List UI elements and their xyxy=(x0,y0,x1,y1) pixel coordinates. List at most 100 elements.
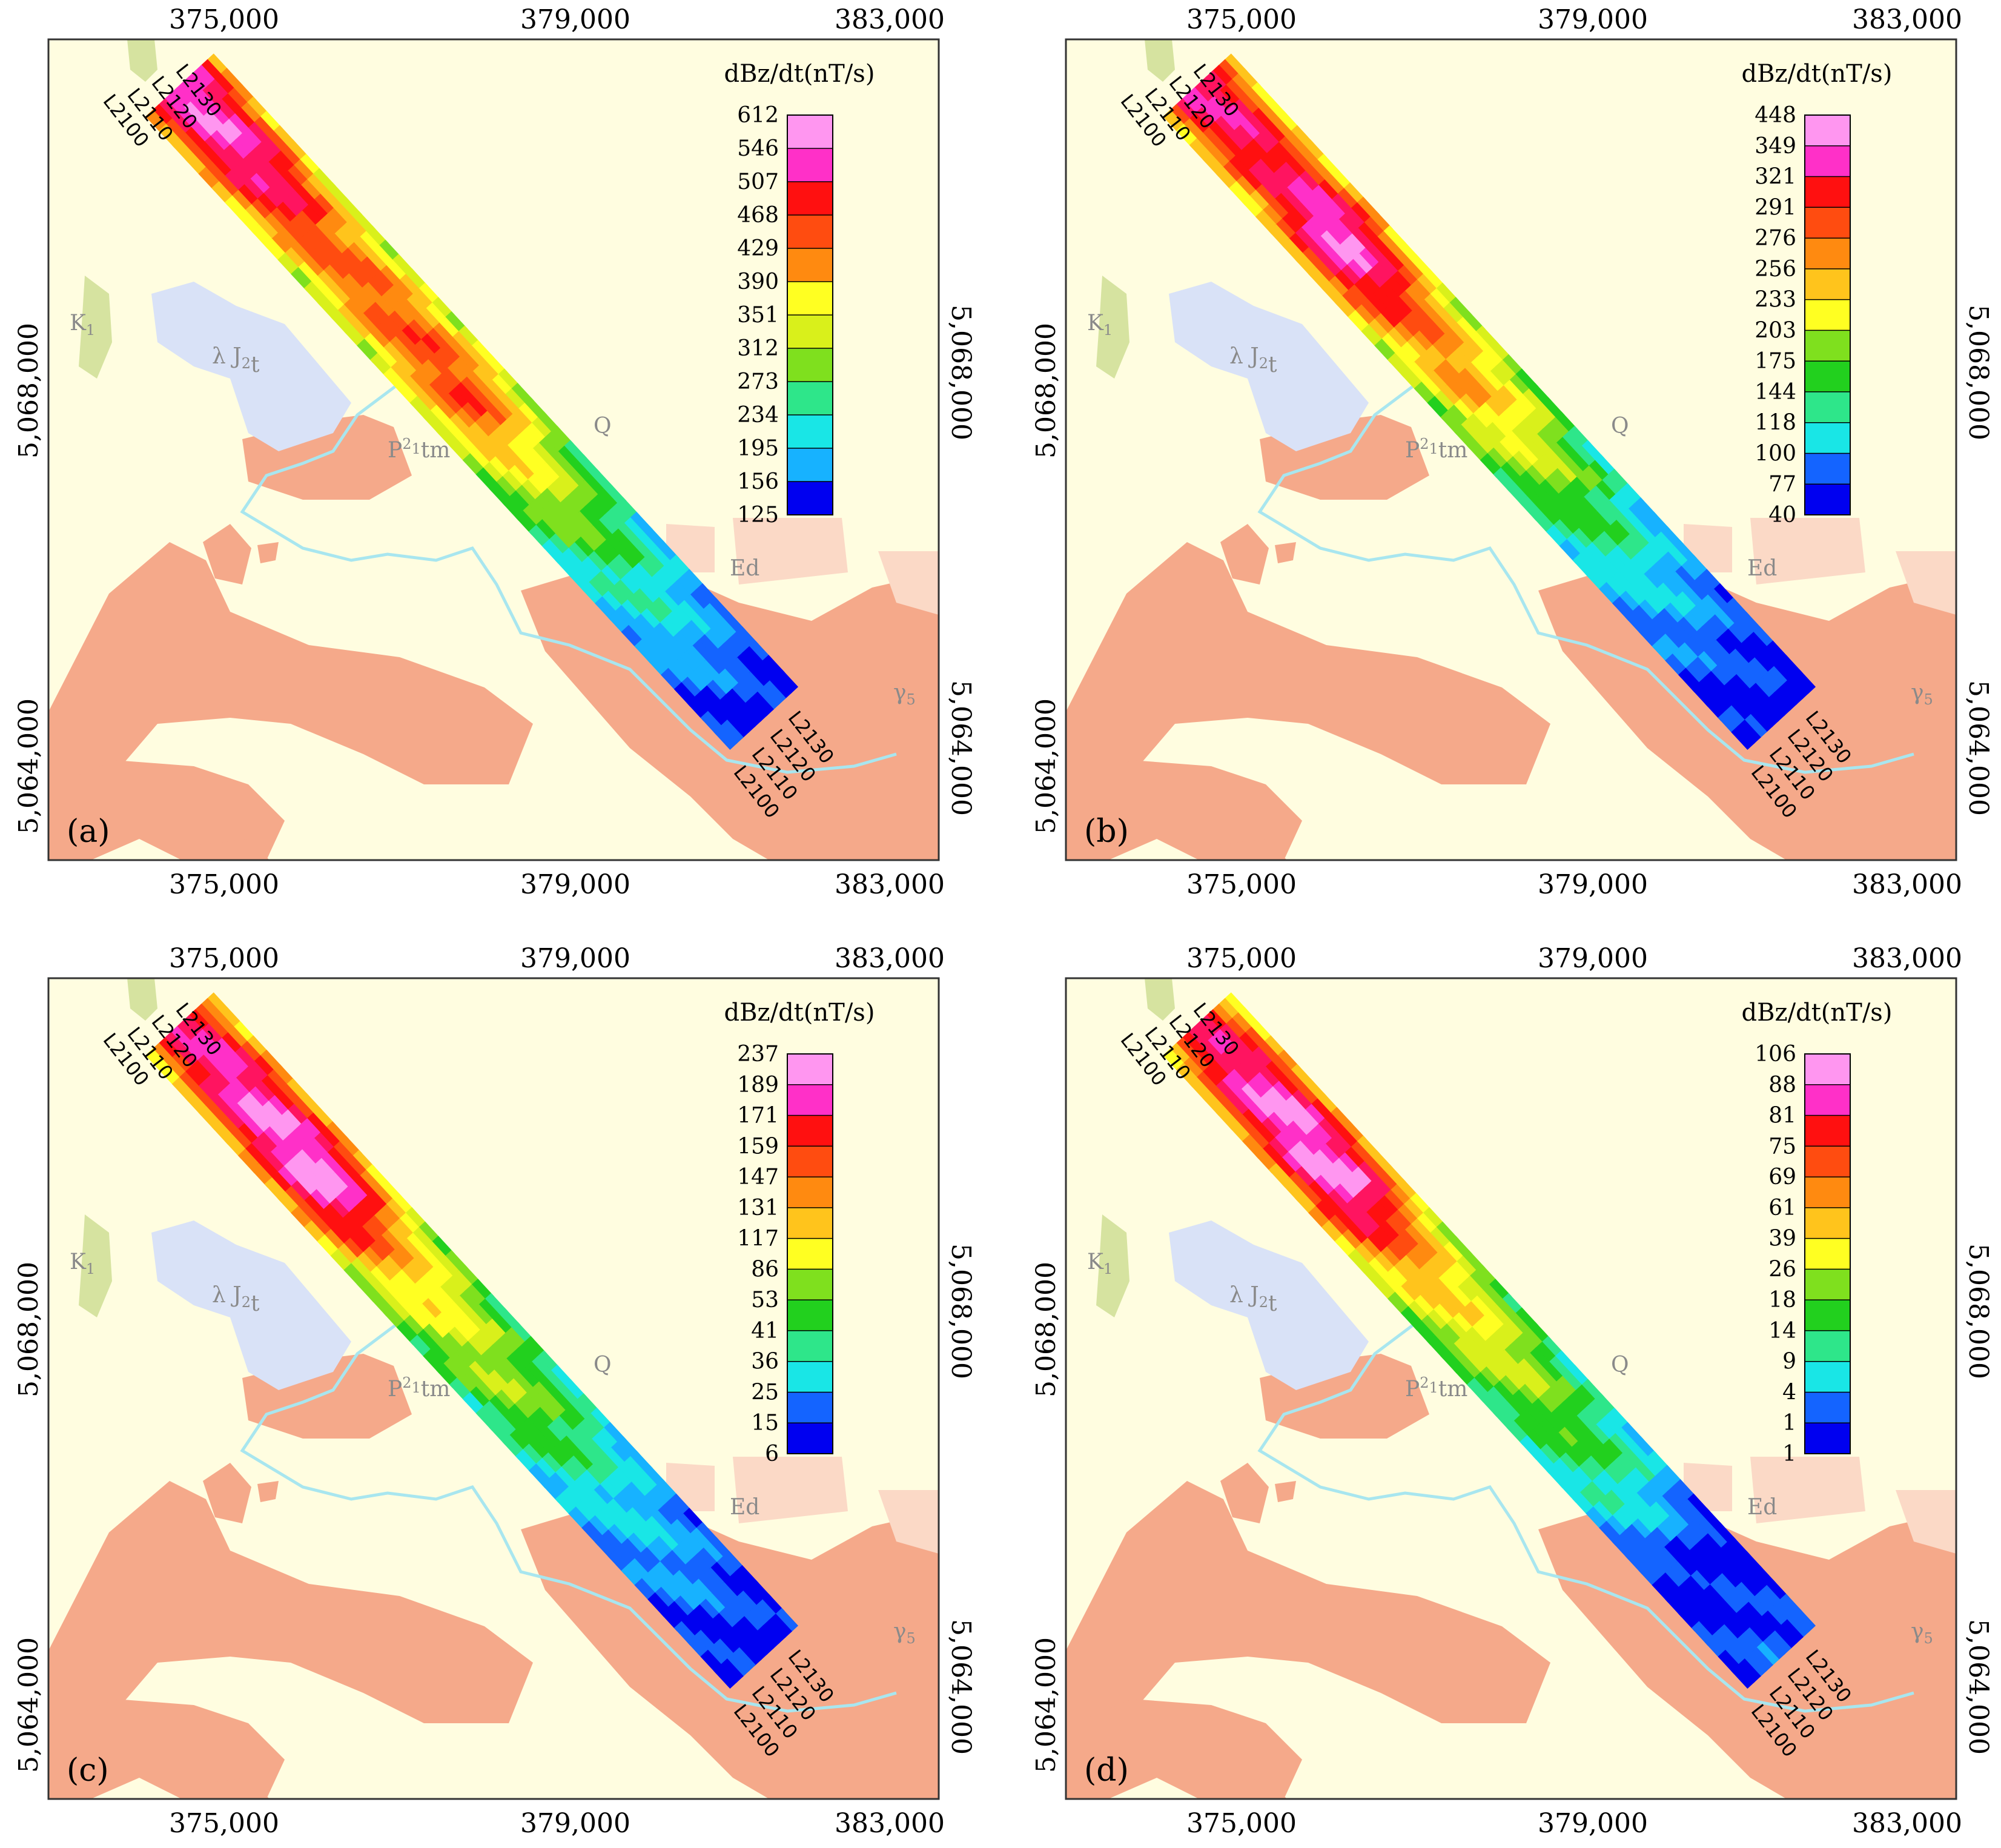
x-tick-bottom: 379,000 xyxy=(1538,1808,1648,1839)
map-panel-a: K1 λ J2t P21tm Q Ed γ5 L2100 L2100 L2110 L2110 L21… xyxy=(0,0,981,900)
anomaly-cell xyxy=(1791,669,1816,694)
colorbar-swatch xyxy=(1805,484,1850,515)
anomaly-cell xyxy=(744,697,768,722)
river-line xyxy=(1257,1316,1914,1713)
x-tick-top: 375,000 xyxy=(1186,943,1297,974)
anomaly-cell xyxy=(1767,691,1791,717)
colorbar-title: dBz/dt(nT/s) xyxy=(724,999,875,1027)
anomaly-cell xyxy=(713,725,738,750)
anomaly-cell xyxy=(1737,719,1761,744)
colorbar-tick: 1 xyxy=(1782,1411,1796,1436)
colorbar-swatch xyxy=(787,382,833,416)
colorbar-tick: 171 xyxy=(737,1104,779,1128)
colorbar-swatch xyxy=(1805,330,1850,362)
q-label: Q xyxy=(594,414,612,439)
anomaly-cell xyxy=(1791,1608,1816,1633)
anomaly-cell xyxy=(738,1641,762,1667)
granite-blob-2 xyxy=(203,524,251,585)
anomaly-cell xyxy=(1731,725,1755,750)
map-panel-b: K1 λ J2t P21tm Q Ed γ5 L2100 L2100 L2110 L2110 L21… xyxy=(1017,0,1999,900)
colorbar-tick: 273 xyxy=(737,369,779,394)
ed-patch-2 xyxy=(1750,1457,1865,1523)
colorbar-tick: 41 xyxy=(751,1319,779,1343)
axes: 375,000 375,000 379,000 379,000 383,000 383,0… xyxy=(13,4,976,900)
k1-corner xyxy=(127,39,157,82)
colorbar-swatch xyxy=(1805,1269,1850,1300)
k1-corner xyxy=(1145,978,1175,1021)
y-tick-right: 5,068,000 xyxy=(945,305,976,440)
colorbar-tick: 448 xyxy=(1755,103,1796,128)
y-tick-right: 5,064,000 xyxy=(1963,680,1994,816)
map-frame xyxy=(47,38,940,861)
x-tick-bottom: 375,000 xyxy=(1186,1808,1297,1839)
ed-patch-3 xyxy=(878,1490,939,1554)
granite-blob-1 xyxy=(1217,1778,1287,1799)
anomaly-cell xyxy=(1737,1658,1761,1683)
panel-label: (c) xyxy=(67,1752,109,1789)
colorbar-swatch xyxy=(1805,1054,1850,1085)
colorbar-tick: 100 xyxy=(1755,441,1796,466)
colorbar-swatch xyxy=(1805,1207,1850,1239)
anomaly-cell xyxy=(774,1608,799,1633)
colorbar-swatch xyxy=(1805,1115,1850,1147)
anomaly-strip xyxy=(145,53,799,750)
ed-label: Ed xyxy=(1747,556,1777,581)
anomaly-cell xyxy=(1785,674,1810,700)
anomaly-cell xyxy=(1779,1619,1804,1644)
map-frame xyxy=(1065,38,1957,861)
granite-blob-1 xyxy=(200,839,270,860)
q-label: Q xyxy=(1611,414,1629,439)
colorbar-swatch xyxy=(787,1146,833,1177)
g5-label: γ5 xyxy=(893,1619,916,1647)
map-panel-c: K1 λ J2t P21tm Q Ed γ5 L2100 L2100 L2110 L2110 L21… xyxy=(0,939,981,1839)
k1-unit xyxy=(1096,276,1129,379)
colorbar-tick: 86 xyxy=(751,1257,779,1282)
k1-unit xyxy=(1096,1214,1129,1317)
x-tick-bottom: 383,000 xyxy=(1852,1808,1962,1839)
colorbar-swatch xyxy=(787,415,833,449)
q-label: Q xyxy=(594,1353,612,1377)
anomaly-cell xyxy=(762,680,786,706)
colorbar-tick: 77 xyxy=(1768,472,1796,497)
colorbar-tick: 291 xyxy=(1755,195,1796,220)
granite-blob-1 xyxy=(200,1778,270,1799)
y-tick-left: 5,064,000 xyxy=(1031,698,1062,834)
anomaly-cell xyxy=(1761,697,1785,722)
colorbar-tick: 351 xyxy=(737,303,779,328)
colorbar-tick: 39 xyxy=(1768,1227,1796,1251)
colorbar-tick: 118 xyxy=(1755,411,1796,436)
colorbar-swatch xyxy=(787,348,833,382)
granite-blob-3 xyxy=(257,1481,279,1502)
k1-label: K1 xyxy=(70,1250,95,1277)
k1-unit xyxy=(79,1214,112,1317)
colorbar-swatch xyxy=(787,1207,833,1239)
colorbar-tick: 159 xyxy=(737,1134,779,1159)
colorbar-tick: 125 xyxy=(737,503,779,528)
granite-blob-2 xyxy=(1220,524,1269,585)
anomaly-cell xyxy=(738,703,762,728)
colorbar-swatch xyxy=(787,1269,833,1300)
anomaly-strip xyxy=(145,992,799,1689)
x-tick-top: 383,000 xyxy=(835,943,945,974)
colorbar-tick: 195 xyxy=(737,436,779,461)
anomaly-cell xyxy=(1743,1652,1767,1678)
colorbar-tick: 546 xyxy=(737,136,779,161)
colorbar-swatch xyxy=(787,115,833,149)
anomaly-cell xyxy=(768,674,793,700)
colorbar-swatch xyxy=(787,1361,833,1393)
ptm-label: P21tm xyxy=(388,436,450,463)
colorbar-swatch xyxy=(1805,299,1850,331)
colorbar-swatch xyxy=(787,1300,833,1331)
colorbar-swatch xyxy=(787,1054,833,1085)
y-tick-left: 5,068,000 xyxy=(1031,1262,1062,1397)
colorbar-swatch xyxy=(787,482,833,515)
colorbar-swatch xyxy=(787,1330,833,1362)
colorbar: dBz/dt(nT/s) 448 349 321 291 276 256 233 203 175 1… xyxy=(1742,60,1893,528)
x-tick-top: 375,000 xyxy=(1186,4,1297,35)
axes: 375,000 375,000 379,000 379,000 383,000 383,0… xyxy=(1031,4,1994,900)
anomaly-cell xyxy=(1755,703,1779,728)
colorbar-tick: 237 xyxy=(737,1042,779,1067)
anomaly-cell xyxy=(774,669,799,694)
k1-corner xyxy=(127,978,157,1021)
x-tick-bottom: 379,000 xyxy=(520,1808,630,1839)
